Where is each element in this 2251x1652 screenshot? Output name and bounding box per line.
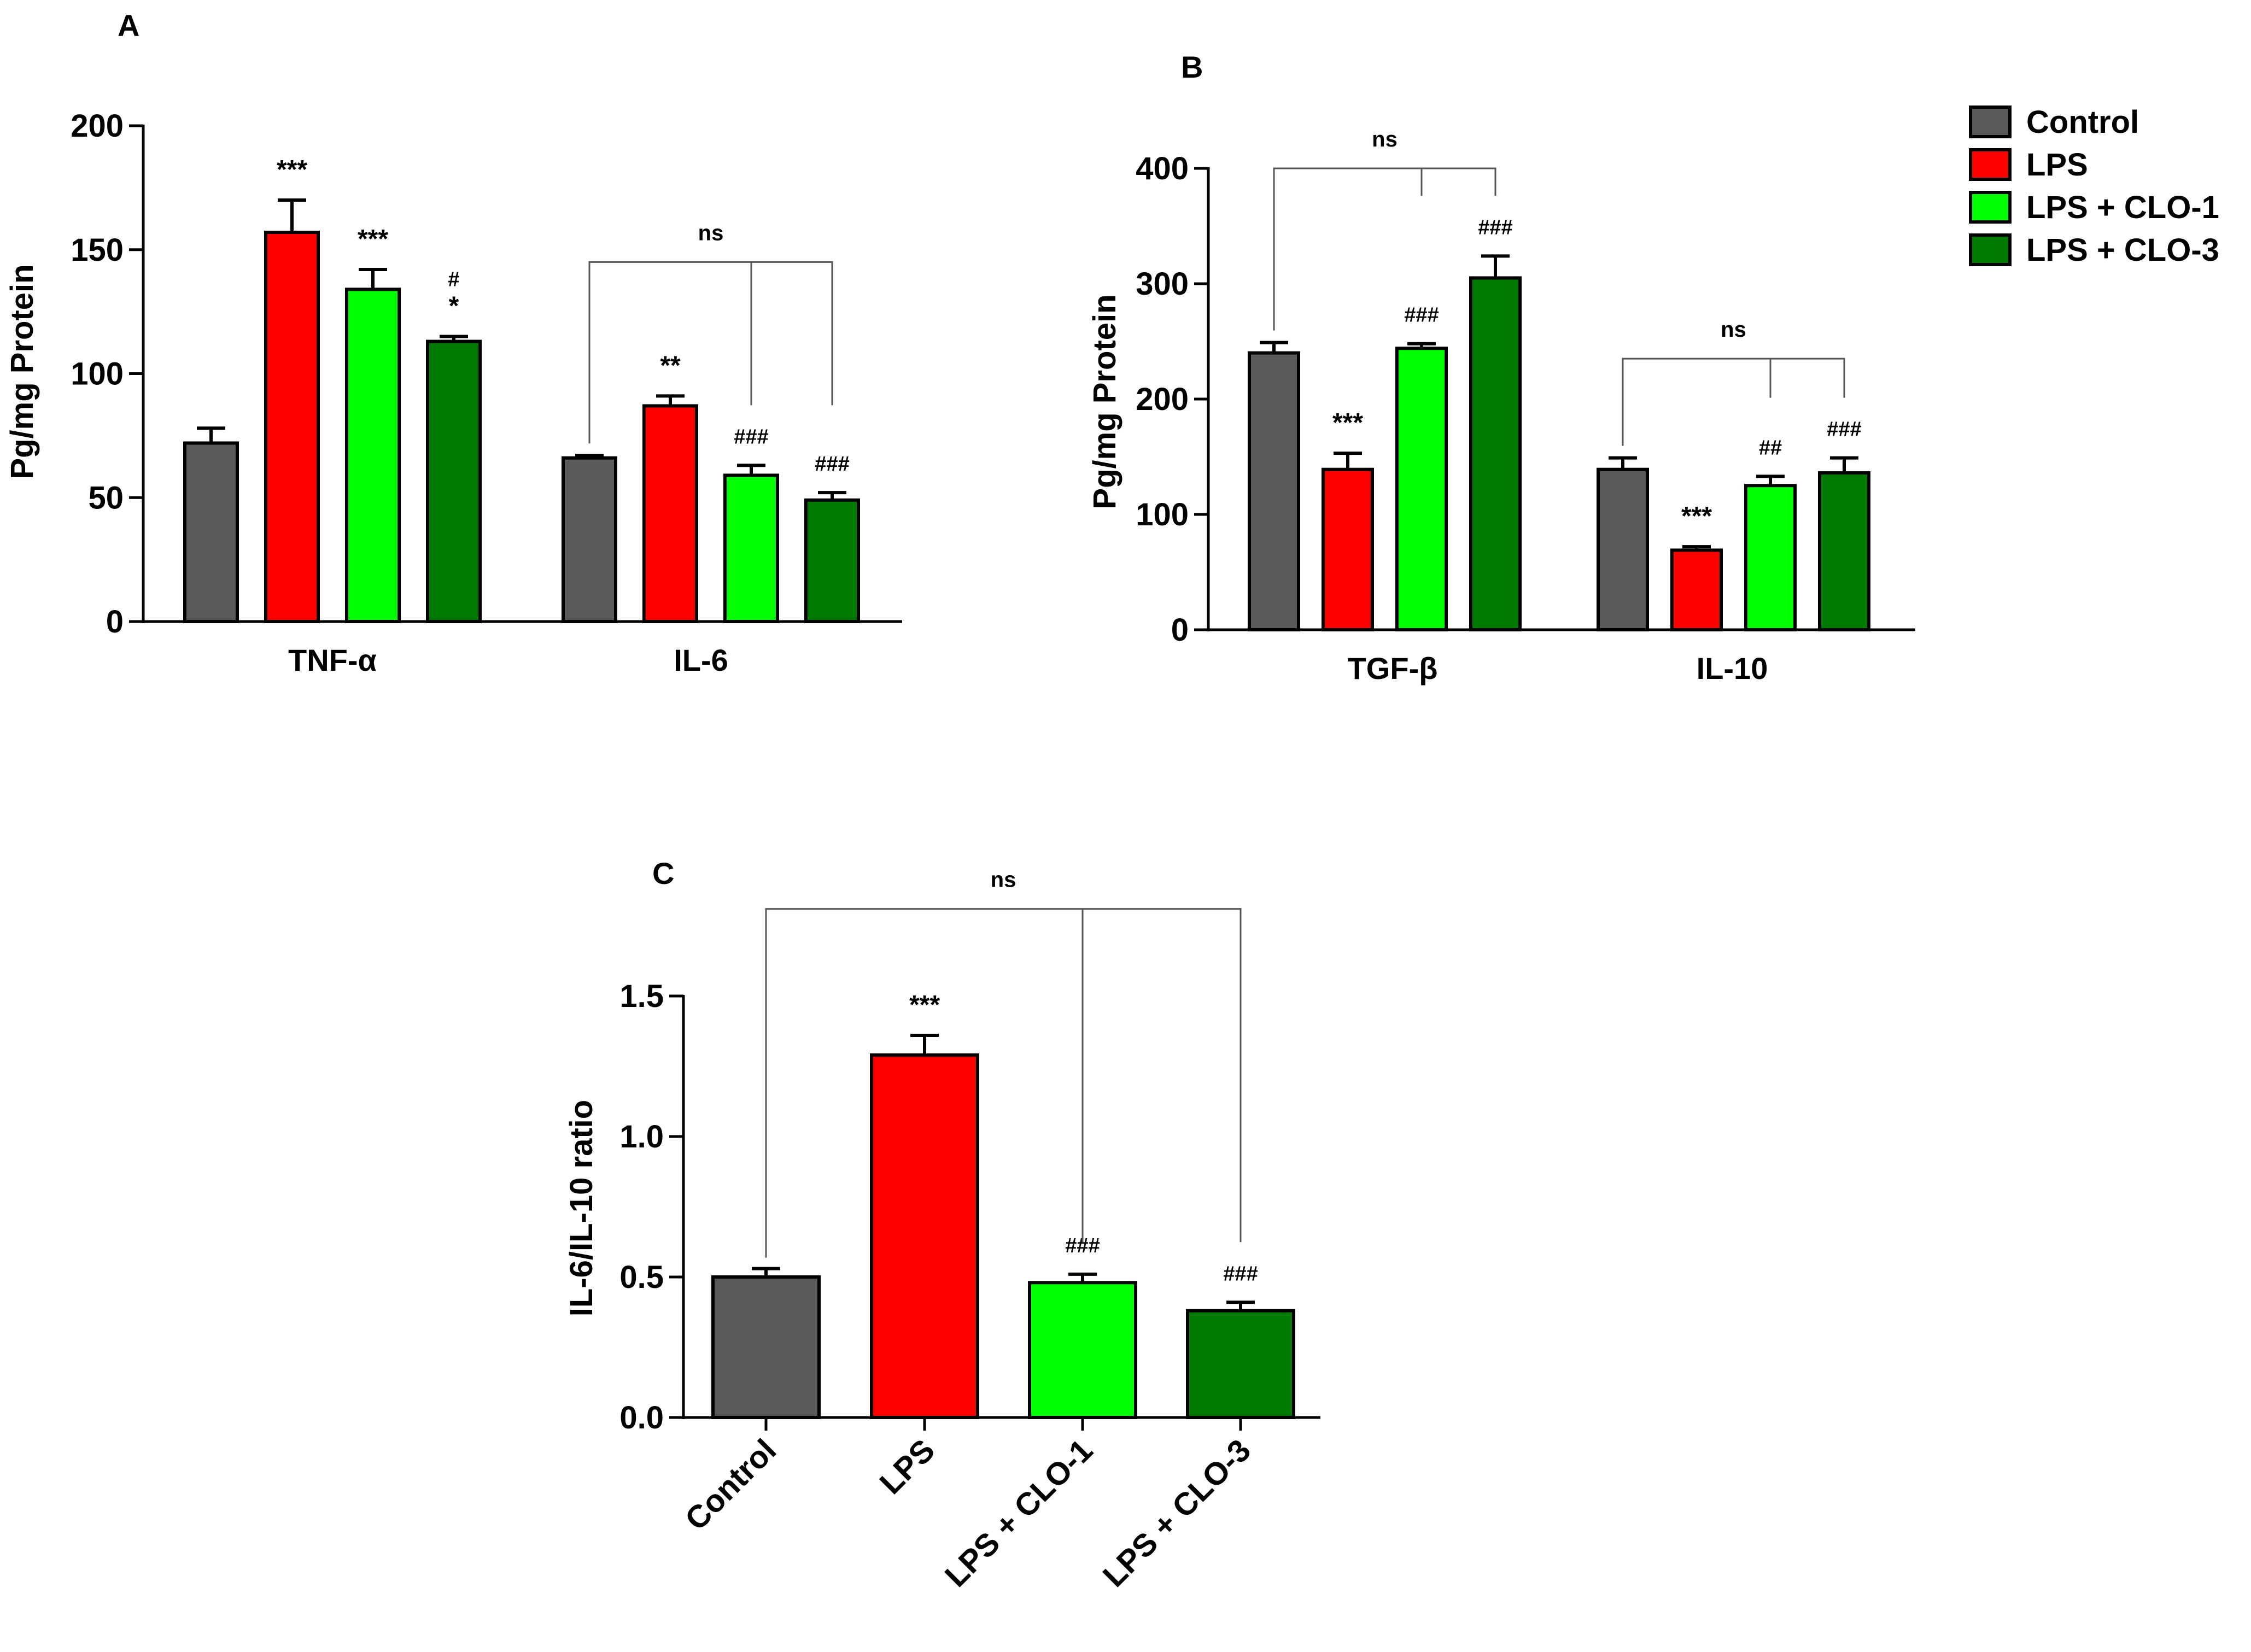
panel-a-y-tick-label: 0: [106, 604, 124, 640]
panel-a-ns-bracket: [588, 261, 833, 444]
panel-b-ns-bracket-label: ns: [1721, 318, 1746, 342]
panel-a-significance-label: ###: [815, 453, 849, 476]
legend-swatch: [1969, 148, 2012, 181]
panel-c-chart: 0.0 0.5 1.0 1.5 IL-6/IL-10 ratio Control LPS **…: [564, 868, 1320, 1594]
panel-b-significance-label: ###: [1478, 216, 1512, 239]
panel-c-y-tick-label: 0.5: [619, 1259, 664, 1295]
legend: Control LPS LPS + CLO-1 LPS + CLO-3: [1969, 104, 2219, 268]
legend-swatch: [1969, 191, 2012, 224]
panel-b-y-tick-label: 200: [1136, 382, 1189, 417]
panel-a-bar: [426, 339, 482, 623]
panel-a-bar: [264, 231, 320, 623]
panel-a-bar: [804, 498, 860, 623]
legend-swatch: [1969, 233, 2012, 266]
panel-b-category-label: IL-10: [1697, 651, 1768, 686]
panel-a-significance-label: ###: [734, 425, 768, 448]
panel-c-category-label: LPS + CLO-1: [938, 1432, 1100, 1594]
panel-b-significance-label: ***: [1332, 408, 1363, 437]
panel-a-significance-label: *: [449, 291, 459, 320]
legend-item-label: Control: [2026, 104, 2139, 140]
panel-a-category-label: TNF-α: [288, 643, 377, 677]
panel-a-bar: [345, 288, 401, 623]
panel-c-y-axis-label: IL-6/IL-10 ratio: [564, 1100, 599, 1316]
panel-c-category-label: Control: [678, 1432, 783, 1537]
panel-c-ns-bracket-label: ns: [991, 868, 1016, 892]
panel-a-significance-label: #: [448, 268, 459, 291]
panel-b-bar: [1469, 276, 1522, 631]
legend-item-label: LPS + CLO-3: [2026, 232, 2219, 268]
panel-b-bar: [1670, 548, 1723, 631]
panel-b-category-label: TGF-β: [1348, 651, 1438, 686]
panel-b-significance-label: ###: [1404, 304, 1439, 327]
panel-b-ns-bracket-label: ns: [1372, 127, 1398, 151]
panel-b-y-tick-label: 400: [1136, 151, 1189, 186]
panel-a-y-axis-label: Pg/mg Protein: [4, 264, 40, 479]
panel-a-y-tick-label: 150: [71, 232, 124, 268]
panel-a-significance-label: **: [660, 351, 681, 380]
panel-a-bar: [642, 404, 698, 624]
panel-b-ns-bracket: [1622, 358, 1845, 446]
panel-a-y-tick-label: 50: [88, 480, 124, 515]
panel-b-bar: [1248, 351, 1300, 631]
panel-a-chart: 0 50 100 150 200 Pg/mg Protein TNF-α *** *** #* IL…: [4, 108, 902, 677]
panel-a-category-label: IL-6: [674, 643, 728, 677]
panel-a-label: A: [118, 8, 139, 43]
panel-c-bar: [870, 1053, 979, 1419]
panel-b-y-tick-label: 100: [1136, 497, 1189, 532]
panel-a-y-tick-label: 100: [71, 356, 124, 392]
panel-b-bar: [1818, 471, 1870, 631]
panel-c-bar: [711, 1275, 821, 1419]
panel-c-category-label: LPS + CLO-3: [1096, 1432, 1258, 1594]
panel-a-y-tick-label: 200: [71, 108, 124, 144]
panel-b-y-tick-label: 0: [1171, 612, 1189, 648]
panel-a-bar: [562, 456, 617, 623]
panel-c-ns-bracket: [765, 908, 1242, 1258]
panel-c-significance-label: ###: [1223, 1262, 1258, 1285]
panel-c-category-label: LPS: [873, 1432, 942, 1501]
panel-b-bar: [1322, 467, 1374, 632]
panel-c-y-tick-label: 0.0: [619, 1400, 664, 1436]
panel-b-bar: [1744, 484, 1797, 631]
legend-swatch: [1969, 106, 2012, 138]
panel-c-bar: [1186, 1309, 1295, 1419]
legend-item-label: LPS + CLO-1: [2026, 190, 2219, 225]
panel-c-y-tick-label: 1.5: [619, 979, 664, 1014]
panel-a-significance-label: ***: [277, 155, 307, 184]
panel-b-significance-label: ##: [1759, 436, 1782, 459]
legend-item-label: LPS: [2026, 147, 2088, 183]
panel-b-ns-bracket: [1273, 167, 1496, 331]
panel-b-y-axis-label: Pg/mg Protein: [1087, 294, 1122, 509]
panel-c-bar: [1028, 1281, 1137, 1420]
panel-b-y-tick-label: 300: [1136, 266, 1189, 302]
panel-c-significance-label: ***: [909, 991, 940, 1020]
panel-c-label: C: [652, 856, 674, 891]
panel-a-bar: [723, 473, 779, 623]
panel-b-label: B: [1181, 50, 1203, 84]
panel-b-bar: [1597, 467, 1649, 632]
panel-a-ns-bracket-label: ns: [698, 221, 724, 245]
panel-b-significance-label: ***: [1681, 502, 1712, 531]
panel-a-bar: [183, 441, 239, 623]
panel-a-significance-label: ***: [358, 225, 388, 254]
panel-b-bar: [1395, 347, 1448, 631]
panel-c-y-tick-label: 1.0: [619, 1119, 664, 1155]
panel-b-significance-label: ###: [1827, 418, 1861, 441]
